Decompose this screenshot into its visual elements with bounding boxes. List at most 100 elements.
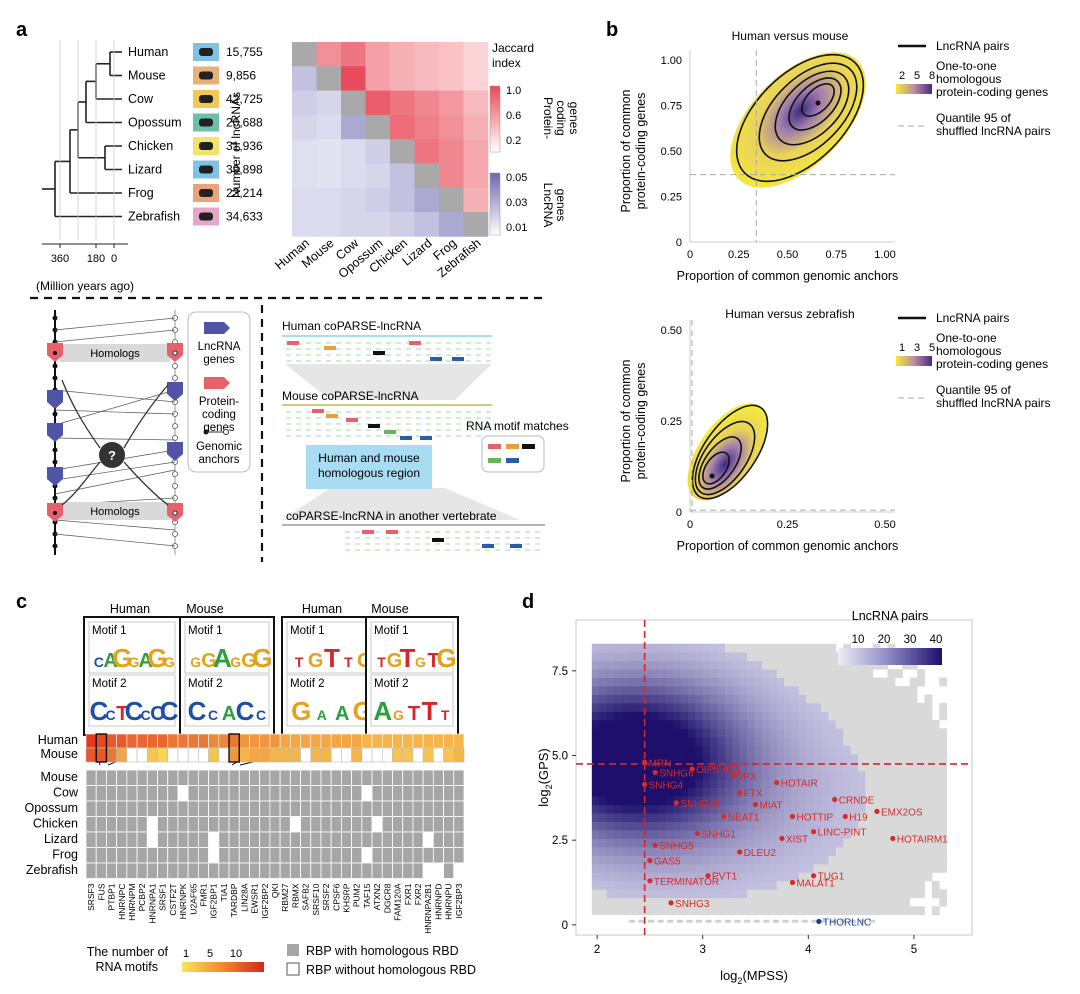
human-motif-cell (85, 733, 97, 749)
heatmap-cell (439, 212, 464, 237)
density-bin (621, 677, 630, 687)
density-bin (939, 762, 948, 772)
rbp-cell-no-rbd (177, 785, 189, 802)
other-track-label: coPARSE-lncRNA in another vertebrate (286, 509, 497, 523)
density-bin (850, 897, 859, 907)
density-bin (828, 745, 837, 755)
rbp-cell-rbd (371, 862, 383, 879)
density-bin (650, 652, 659, 662)
density-bin (894, 855, 903, 865)
gene-shape (47, 390, 63, 409)
density-bin (606, 736, 615, 746)
density-bin (636, 643, 644, 653)
human-motif-cell (279, 733, 291, 749)
y-axis-label-line: Proportion of common (619, 89, 633, 212)
density-bin (614, 669, 622, 678)
density-bin (628, 745, 637, 755)
rbp-cell-rbd (116, 816, 128, 833)
density-bin (687, 804, 696, 814)
logo-letter: T (427, 650, 439, 672)
density-bin (591, 830, 600, 839)
density-bin (702, 897, 711, 907)
motif-bar (324, 346, 336, 350)
gene-label: SNHG15 (680, 799, 720, 810)
density-bin (902, 779, 911, 789)
density-bin (880, 736, 888, 746)
density-bin (687, 770, 696, 780)
density-bin (710, 804, 718, 814)
density-bin (865, 736, 874, 746)
density-bin (806, 762, 814, 772)
density-bin (820, 821, 829, 831)
density-bin (828, 660, 837, 670)
density-bin (813, 660, 822, 670)
density-bin (813, 872, 822, 882)
density-bin (769, 846, 778, 856)
gene-label: PVT1 (712, 872, 737, 883)
density-bin (591, 804, 600, 814)
anchor-link (54, 533, 176, 547)
homologous-region-box (306, 445, 432, 489)
rbp-cell-rbd (330, 785, 342, 802)
density-bin (894, 880, 903, 890)
density-bin (673, 728, 681, 738)
density-bin (673, 855, 681, 865)
density-bin (591, 677, 600, 687)
count-scale-tick: 10 (230, 948, 242, 960)
density-bin (665, 677, 674, 687)
rbp-cell-rbd (177, 831, 189, 848)
density-bin (724, 745, 733, 755)
density-bin (702, 770, 711, 780)
heatmap-cell (439, 114, 464, 140)
density-bin (872, 813, 881, 822)
mouse-motif-cell (136, 747, 148, 763)
density-bin (917, 677, 925, 687)
density-bin (820, 686, 829, 695)
lnc-scale-ticks: 0.050.030.01 (506, 172, 527, 234)
density-bin (628, 846, 637, 856)
density-bin (673, 779, 681, 789)
rbp-cell-rbd (167, 816, 179, 833)
rbp-cell-rbd (177, 800, 189, 817)
density-bin (638, 919, 645, 923)
density-bin (754, 838, 763, 848)
rbp-labels: SRSF3 FUS PTBP1 HNRNPC HNRNPM PCBP2 HNRNPA1 SRS… (86, 883, 464, 934)
density-bin (702, 821, 711, 831)
density-bin (754, 669, 763, 678)
density-bin (747, 762, 755, 772)
density-bin (614, 872, 622, 882)
density-bin (591, 719, 600, 729)
rbp-label: HNRNPM (127, 884, 137, 921)
species-silhouette-icon (199, 95, 213, 103)
density-bin (939, 855, 948, 865)
density-bin (806, 719, 814, 729)
rbp-cell-rbd (432, 769, 444, 786)
density-bin (887, 762, 896, 772)
mouse-motif-cell (95, 747, 107, 763)
rbp-cell-no-rbd (422, 862, 434, 879)
density-bin (667, 919, 674, 923)
density-bin (754, 855, 763, 865)
density-bin (614, 652, 622, 662)
rbp-label: SRSF3 (86, 883, 96, 911)
density-bin (924, 745, 933, 755)
species-label: Cow (128, 92, 154, 106)
density-bin (939, 804, 948, 814)
density-bin (614, 702, 622, 712)
density-bin (636, 813, 644, 822)
density-bin (739, 863, 748, 873)
density-bin (680, 736, 689, 746)
heatmap-cell (365, 187, 391, 213)
density-bin (710, 660, 718, 670)
density-bin (636, 753, 644, 763)
density-bin (591, 889, 600, 899)
density-bin (636, 804, 644, 814)
rbp-cell-rbd (95, 847, 107, 864)
density-bin (857, 872, 866, 882)
density-bin (880, 872, 888, 882)
rbp-cell-rbd (330, 800, 342, 817)
rbp-cell-rbd (381, 862, 393, 879)
density-bin (791, 719, 800, 729)
density-bin (761, 779, 770, 789)
rbp-cell-rbd (106, 816, 118, 833)
